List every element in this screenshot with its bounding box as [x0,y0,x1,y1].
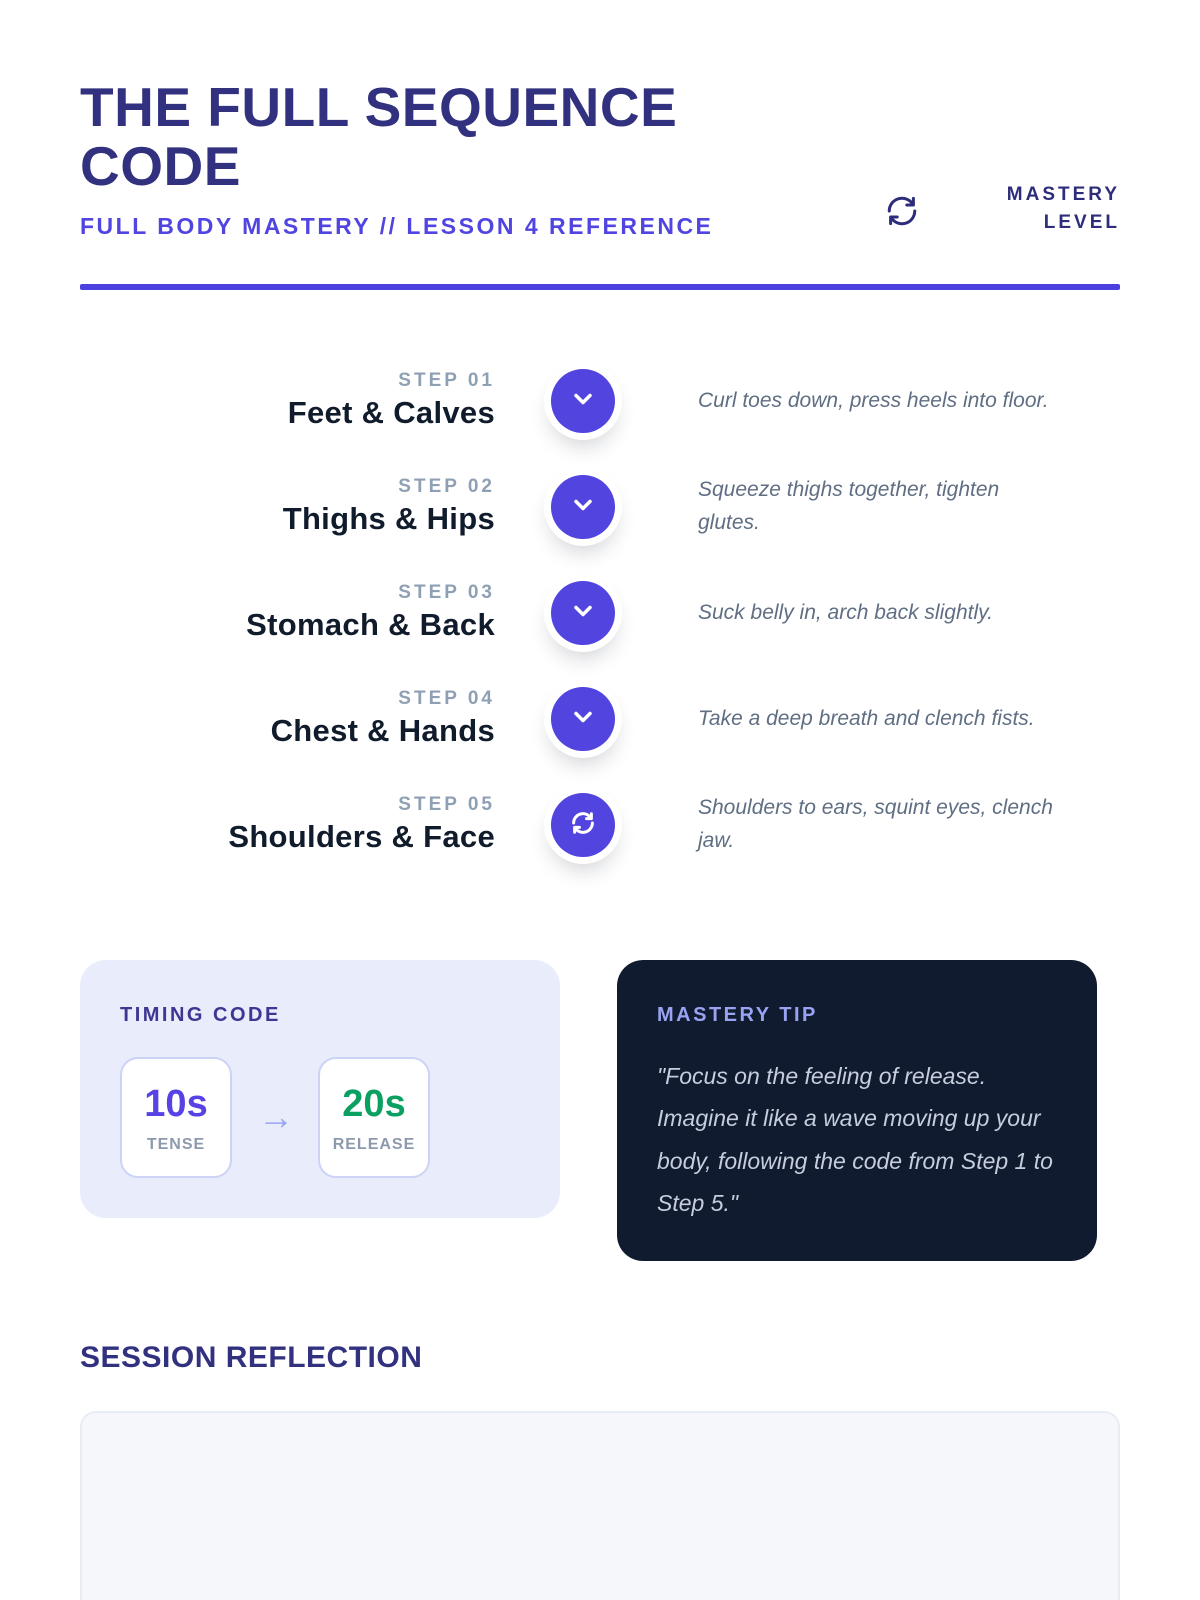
session-reflection-input[interactable] [80,1410,1120,1600]
timing-body: 10s TENSE → 20s RELEASE [120,1056,520,1178]
step-button-column [495,474,670,539]
step-meta: STEP 01 Feet & Calves [80,370,495,431]
step-title: Thighs & Hips [282,501,495,537]
info-cards-row: TIMING CODE 10s TENSE → 20s RELEASE MAST… [80,959,1120,1261]
tense-time-box: 10s TENSE [120,1056,232,1178]
step-description: Squeeze thighs together, tighten glutes. [698,478,1000,534]
chevron-down-icon [569,385,597,416]
step-description: Curl toes down, press heels into floor. [698,388,1049,412]
step-title: Shoulders & Face [228,819,495,855]
step-row-4: STEP 04 Chest & Hands Take a deep breath… [80,680,1120,758]
steps-list: STEP 01 Feet & Calves Curl toes down, pr… [80,362,1120,864]
step-label: STEP 04 [398,688,495,710]
step-title: Chest & Hands [270,713,495,749]
header-title-block: THE FULL SEQUENCE CODE FULL BODY MASTERY… [80,76,884,240]
step-label: STEP 02 [398,476,495,498]
step-button-column [495,580,670,645]
header: THE FULL SEQUENCE CODE FULL BODY MASTERY… [80,0,1120,240]
chevron-down-icon [569,597,597,628]
tense-label: TENSE [146,1135,206,1153]
release-label: RELEASE [332,1135,416,1153]
step-row-2: STEP 02 Thighs & Hips Squeeze thighs tog… [80,468,1120,546]
step-row-5: STEP 05 Shoulders & Face Shoulders to e [80,786,1120,864]
step-meta: STEP 02 Thighs & Hips [80,476,495,537]
step-label: STEP 05 [398,794,495,816]
step-button-column [495,792,670,857]
step-2-expand-button[interactable] [550,474,615,539]
mastery-tip-card: MASTERY TIP "Focus on the feeling of rel… [617,959,1097,1261]
step-label: STEP 03 [398,582,495,604]
session-reflection-section: SESSION REFLECTION [80,1341,1120,1600]
step-button-column [495,686,670,751]
header-right: MASTERY LEVEL [884,181,1120,240]
refresh-button[interactable] [884,193,920,232]
step-description: Suck belly in, arch back slightly. [698,600,993,624]
page-title-line-2: CODE [80,135,241,198]
arrow-right-icon: → [258,1096,294,1138]
chevron-down-icon [569,491,597,522]
step-4-expand-button[interactable] [550,686,615,751]
step-3-expand-button[interactable] [550,580,615,645]
step-meta: STEP 04 Chest & Hands [80,688,495,749]
step-title: Stomach & Back [246,607,495,643]
timing-code-heading: TIMING CODE [120,1003,281,1026]
release-value: 20s [342,1082,406,1125]
mastery-tip-heading: MASTERY TIP [657,1003,818,1026]
page-subtitle: FULL BODY MASTERY // LESSON 4 REFERENCE [80,212,714,239]
step-button-column [495,368,670,433]
session-reflection-heading: SESSION REFLECTION [80,1340,423,1374]
step-title: Feet & Calves [287,395,495,431]
release-time-box: 20s RELEASE [318,1056,430,1178]
refresh-icon [884,196,920,232]
step-label: STEP 01 [398,370,495,392]
step-meta: STEP 03 Stomach & Back [80,582,495,643]
step-meta: STEP 05 Shoulders & Face [80,794,495,855]
step-row-3: STEP 03 Stomach & Back Suck belly in, ar… [80,574,1120,652]
tense-value: 10s [144,1082,208,1125]
chevron-down-icon [569,703,597,734]
step-row-1: STEP 01 Feet & Calves Curl toes down, pr… [80,362,1120,440]
page-title-line-1: THE FULL SEQUENCE [80,76,678,138]
page-title: THE FULL SEQUENCE CODE [80,76,884,198]
step-5-repeat-button[interactable] [550,792,615,857]
timing-code-card: TIMING CODE 10s TENSE → 20s RELEASE [80,959,560,1218]
step-1-expand-button[interactable] [550,368,615,433]
mastery-level-badge: MASTERY LEVEL [1006,183,1120,234]
step-description: Shoulders to ears, squint eyes, clench j… [698,796,1053,852]
step-description: Take a deep breath and clench fists. [698,706,1035,730]
refresh-icon [568,808,598,841]
mastery-tip-quote: "Focus on the feeling of release. Imagin… [657,1062,1053,1217]
header-divider [80,283,1120,290]
